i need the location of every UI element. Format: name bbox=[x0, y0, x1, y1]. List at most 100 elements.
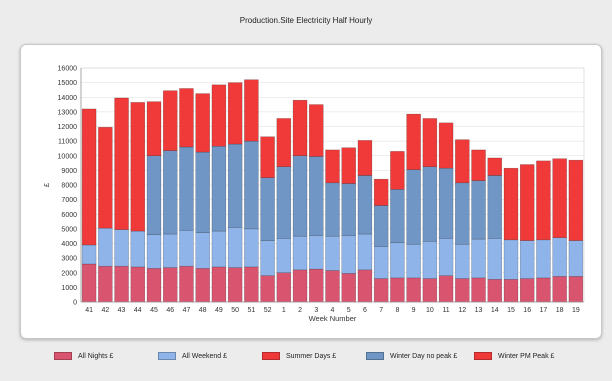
bar-segment bbox=[341, 147, 356, 184]
bar-segment bbox=[179, 146, 194, 231]
bar-segment bbox=[341, 235, 356, 274]
bar-segment bbox=[260, 240, 275, 276]
bar-segment bbox=[503, 279, 519, 303]
bar-segment bbox=[114, 265, 129, 303]
bar-segment bbox=[211, 145, 227, 232]
bar-segment bbox=[211, 84, 227, 147]
x-tick-label: 18 bbox=[556, 307, 564, 314]
bar-segment bbox=[519, 278, 535, 303]
y-tick-label: 2000 bbox=[61, 270, 77, 277]
bar-segment bbox=[519, 240, 535, 279]
y-tick-label: 10000 bbox=[58, 153, 78, 160]
x-axis-label: Week Number bbox=[309, 314, 357, 323]
bar-segment bbox=[309, 235, 324, 270]
bar-segment bbox=[455, 243, 470, 279]
bar-segment bbox=[325, 149, 340, 184]
bar-segment bbox=[487, 279, 502, 303]
x-tick-label: 9 bbox=[412, 307, 416, 314]
bar-segment bbox=[179, 265, 194, 303]
bar-segment bbox=[309, 156, 324, 236]
bar-segment bbox=[227, 267, 243, 303]
y-tick-label: 14000 bbox=[58, 95, 78, 102]
y-tick-label: 9000 bbox=[61, 168, 77, 175]
bar-segment bbox=[568, 240, 584, 277]
bar-segment bbox=[195, 93, 210, 153]
bar-segment bbox=[357, 175, 373, 235]
bar-segment bbox=[146, 155, 162, 235]
bar-segment bbox=[81, 263, 97, 303]
bar-segment bbox=[276, 118, 292, 167]
legend-label: Winter PM Peak £ bbox=[498, 352, 555, 360]
bar-segment bbox=[195, 268, 210, 303]
bar-segment bbox=[292, 235, 308, 271]
bar-segment bbox=[438, 122, 454, 169]
bar-segment bbox=[309, 104, 324, 157]
x-tick-label: 44 bbox=[134, 307, 142, 314]
bar-segment bbox=[455, 139, 470, 184]
x-tick-label: 46 bbox=[166, 307, 174, 314]
y-tick-label: 11000 bbox=[58, 139, 77, 146]
x-tick-label: 43 bbox=[118, 307, 126, 314]
bar-segment bbox=[114, 97, 129, 230]
y-tick-label: 6000 bbox=[61, 212, 77, 219]
bar-segment bbox=[471, 277, 486, 303]
bar-segment bbox=[292, 99, 308, 156]
bar-segment bbox=[406, 113, 421, 170]
bar-segment bbox=[146, 234, 162, 269]
bar-segment bbox=[130, 230, 146, 268]
bar-segment bbox=[163, 267, 178, 303]
bar-segment bbox=[276, 166, 292, 239]
bar-segment bbox=[390, 277, 405, 303]
bar-segment bbox=[357, 233, 373, 271]
bar-segment bbox=[438, 167, 454, 239]
y-tick-label: 12000 bbox=[58, 124, 78, 131]
bar-segment bbox=[163, 90, 178, 151]
bar-segment bbox=[195, 232, 210, 269]
bar-segment bbox=[552, 276, 567, 303]
x-tick-label: 2 bbox=[298, 307, 302, 314]
bar-segment bbox=[536, 277, 551, 303]
bar-segment bbox=[81, 108, 97, 246]
y-tick-label: 1000 bbox=[61, 285, 77, 292]
x-tick-label: 42 bbox=[101, 307, 109, 314]
bar-segment bbox=[146, 268, 162, 303]
bar-segment bbox=[438, 238, 454, 276]
bar-segment bbox=[406, 169, 421, 245]
bar-segment bbox=[81, 244, 97, 265]
x-tick-label: 11 bbox=[442, 307, 449, 314]
bar-segment bbox=[114, 229, 129, 267]
bar-segment bbox=[373, 178, 389, 206]
bar-segment bbox=[357, 269, 373, 303]
bar-segment bbox=[552, 158, 567, 238]
bar-segment bbox=[536, 160, 551, 241]
x-tick-label: 45 bbox=[150, 307, 158, 314]
bar-segment bbox=[390, 242, 405, 279]
bar-segment bbox=[406, 243, 421, 279]
bar-segment bbox=[227, 227, 243, 268]
legend-label: All Weekend £ bbox=[182, 352, 228, 360]
y-tick-label: 5000 bbox=[61, 226, 77, 233]
bar-segment bbox=[98, 126, 113, 229]
bar-segment bbox=[146, 101, 162, 156]
bar-segment bbox=[179, 88, 194, 148]
y-tick-label: 16000 bbox=[58, 66, 78, 73]
bar-segment bbox=[211, 266, 227, 303]
stacked-bar-chart: 0 1000 2000 3000 4000 5000 6000 7000 8000 9000 100… bbox=[42, 66, 585, 323]
bar-segment bbox=[276, 238, 292, 274]
bar-segment bbox=[536, 239, 551, 279]
bar-segment bbox=[244, 266, 259, 303]
x-tick-label: 10 bbox=[426, 307, 434, 314]
x-tick-label: 49 bbox=[215, 307, 223, 314]
x-tick-label: 5 bbox=[347, 307, 351, 314]
x-tick-label: 16 bbox=[523, 307, 531, 314]
bar-segment bbox=[341, 183, 356, 236]
x-tick-label: 14 bbox=[491, 307, 499, 314]
bar-segment bbox=[357, 140, 373, 176]
chart-title: Production.Site Electricity Half Hourly bbox=[239, 16, 373, 25]
bar-segment bbox=[244, 228, 259, 268]
y-tick-label: 8000 bbox=[61, 183, 77, 190]
x-tick-label: 1 bbox=[282, 307, 286, 314]
x-tick-label: 50 bbox=[231, 307, 239, 314]
bar-segment bbox=[519, 164, 535, 241]
y-axis-label: £ bbox=[42, 182, 51, 187]
